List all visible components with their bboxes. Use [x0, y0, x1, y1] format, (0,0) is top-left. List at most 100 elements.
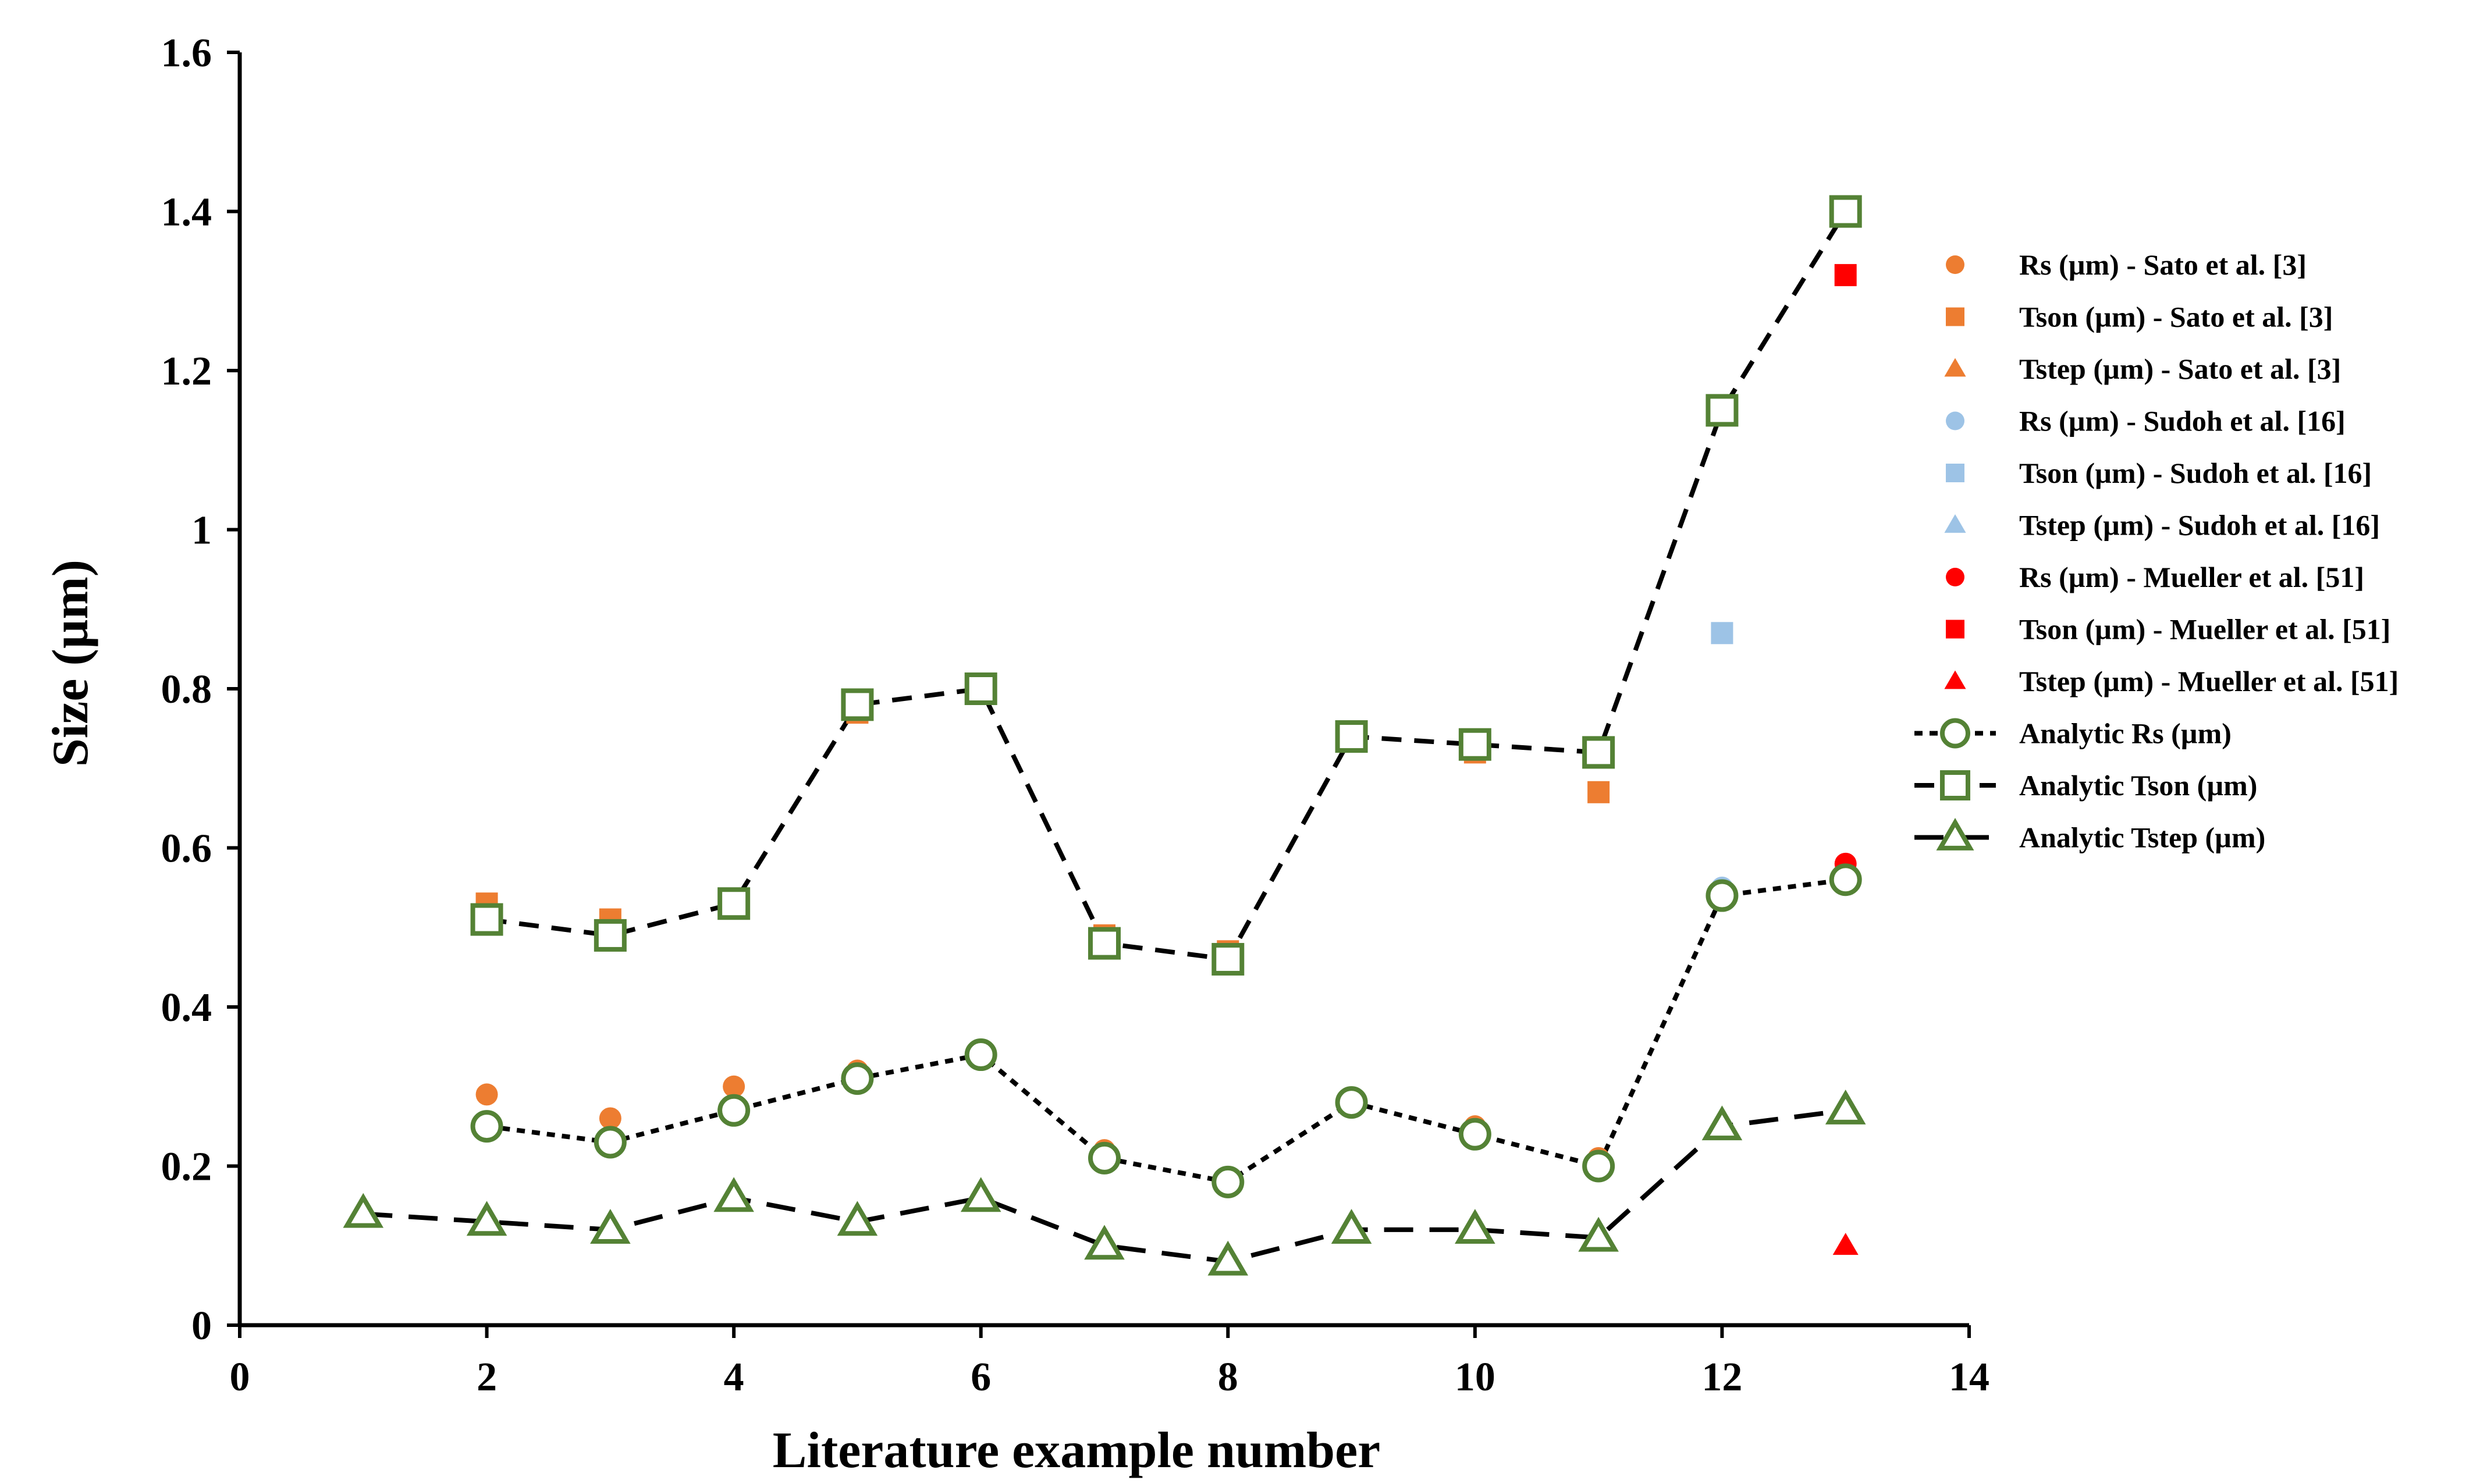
data-point-circle: [594, 1126, 627, 1159]
legend-item: Tstep (µm) - Mueller et al. [51]: [1944, 665, 2399, 697]
x-tick-label: 14: [1949, 1355, 1989, 1400]
data-point-square: [717, 887, 751, 920]
data-point-circle: [1088, 1141, 1121, 1175]
legend-item: Analytic Tstep (µm): [1914, 818, 2265, 854]
legend-item: Tstep (µm) - Sato et al. [3]: [1944, 353, 2341, 385]
x-tick-label: 2: [477, 1355, 497, 1400]
data-point-circle: [1211, 1165, 1245, 1198]
legend-item: Tson (µm) - Mueller et al. [51]: [1946, 613, 2390, 646]
legend-item: Tson (µm) - Sato et al. [3]: [1946, 301, 2333, 333]
axes: 0 0.2 0.4 0.6 0.8 1 1.2 1.4 1.6 0 2 4 6 8 10 12 14: [161, 31, 1990, 1400]
legend-item: Tson (µm) - Sudoh et al. [16]: [1946, 457, 2372, 489]
data-point-square: [1711, 622, 1733, 645]
data-point-square: [594, 919, 627, 952]
data-point-triangle: [343, 1193, 384, 1228]
x-tick-label: 10: [1455, 1355, 1495, 1400]
y-tick-label: 1.6: [161, 31, 212, 76]
data-point-square: [1706, 394, 1739, 427]
data-point-square: [841, 688, 874, 721]
data-point-square: [1829, 195, 1862, 228]
data-point-square: [1211, 942, 1245, 976]
data-point-circle: [475, 1083, 498, 1106]
legend-marker: [1946, 255, 1964, 274]
legend-item: Tstep (µm) - Sudoh et al. [16]: [1944, 509, 2380, 542]
series-line-square: [486, 210, 1848, 962]
x-tick-label: 12: [1701, 1355, 1742, 1400]
data-point-square: [470, 903, 503, 936]
legend-marker: [1944, 358, 1966, 377]
data-point-square: [1834, 264, 1857, 286]
x-tick-label: 4: [724, 1355, 744, 1400]
data-point-circle: [723, 1075, 745, 1098]
data-point-triangle: [1825, 1089, 1866, 1124]
legend-marker: [1946, 568, 1964, 586]
data-point-triangle: [466, 1201, 507, 1236]
legend: Rs (µm) - Sato et al. [3] Tson (µm) - Sat…: [1914, 248, 2399, 854]
data-point-circle: [964, 1038, 997, 1072]
data-point-triangle: [590, 1209, 631, 1244]
data-point-square: [1587, 781, 1610, 803]
data-point-triangle: [1084, 1225, 1125, 1260]
legend-label: Tson (µm) - Mueller et al. [51]: [2019, 613, 2390, 646]
data-point-circle: [717, 1094, 751, 1127]
legend-label: Tstep (µm) - Sato et al. [3]: [2019, 353, 2341, 385]
series-lines: [363, 210, 1848, 1264]
legend-label: Rs (µm) - Sato et al. [3]: [2019, 248, 2307, 281]
data-point-circle: [841, 1062, 874, 1095]
data-point-triangle: [1832, 1233, 1859, 1255]
y-tick-label: 1: [191, 508, 212, 553]
legend-label: Tstep (µm) - Mueller et al. [51]: [2019, 665, 2399, 697]
data-point-circle: [1706, 879, 1739, 912]
legend-marker: [1940, 718, 1970, 749]
y-tick-label: 0.4: [161, 985, 212, 1030]
legend-marker: [1944, 670, 1966, 689]
legend-marker: [1940, 770, 1970, 800]
y-tick-label: 0: [191, 1304, 212, 1348]
data-point-square: [1458, 728, 1491, 761]
data-point-circle: [470, 1110, 503, 1143]
x-axis-title: Literature example number: [773, 1422, 1380, 1479]
data-point-circle: [1335, 1086, 1368, 1119]
legend-item: Rs (µm) - Sato et al. [3]: [1946, 248, 2307, 281]
x-tick-label: 0: [230, 1355, 250, 1400]
data-point-circle: [1582, 1150, 1615, 1183]
data-point-circle: [599, 1107, 621, 1130]
data-point-triangle: [837, 1201, 878, 1236]
legend-item: Rs (µm) - Sudoh et al. [16]: [1946, 405, 2346, 437]
legend-label: Tson (µm) - Sato et al. [3]: [2019, 301, 2333, 333]
data-point-circle: [1458, 1118, 1491, 1151]
data-point-square: [1335, 720, 1368, 753]
x-tick-label: 6: [971, 1355, 991, 1400]
data-point-triangle: [1701, 1105, 1743, 1141]
y-tick-label: 0.8: [161, 667, 212, 712]
legend-item: Analytic Tson (µm): [1914, 769, 2257, 802]
legend-label: Tson (µm) - Sudoh et al. [16]: [2019, 457, 2372, 489]
legend-item: Rs (µm) - Mueller et al. [51]: [1946, 561, 2364, 593]
legend-label: Rs (µm) - Sudoh et al. [16]: [2019, 405, 2346, 437]
x-tick-label: 8: [1218, 1355, 1238, 1400]
data-point-triangle: [1455, 1209, 1495, 1244]
legend-item: Analytic Rs (µm): [1914, 717, 2232, 750]
legend-marker: [1944, 514, 1966, 533]
series-markers: [343, 195, 1866, 1276]
data-point-square: [1088, 927, 1121, 960]
y-tick-label: 0.2: [161, 1145, 212, 1190]
legend-marker: [1946, 307, 1964, 326]
data-point-triangle: [960, 1177, 1001, 1212]
series-line-circle: [486, 877, 1846, 1185]
y-tick-label: 1.4: [161, 190, 212, 235]
data-point-triangle: [1207, 1240, 1249, 1276]
data-point-square: [964, 672, 997, 705]
legend-marker: [1946, 411, 1964, 430]
data-point-circle: [1829, 863, 1862, 896]
y-axis-title: Size (µm): [42, 560, 99, 767]
legend-marker: [1946, 464, 1964, 482]
data-point-triangle: [1331, 1209, 1372, 1244]
data-point-square: [1582, 736, 1615, 769]
legend-label: Analytic Tson (µm): [2019, 769, 2257, 802]
legend-marker: [1936, 818, 1974, 850]
y-tick-label: 0.6: [161, 827, 212, 871]
y-tick-label: 1.2: [161, 349, 212, 394]
data-point-triangle: [1578, 1216, 1619, 1252]
